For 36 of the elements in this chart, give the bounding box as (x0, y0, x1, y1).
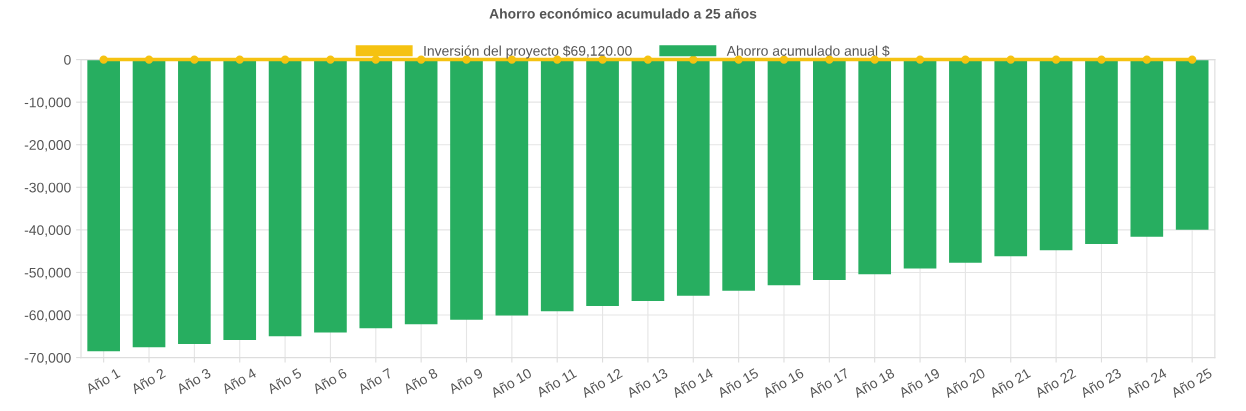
x-tick-label: Año 21 (988, 367, 1032, 399)
x-tick-label: Año 22 (1033, 367, 1077, 399)
y-tick-label: -10,000 (24, 97, 71, 109)
x-tick-label: Año 12 (580, 367, 623, 399)
x-tick-label: Año 8 (402, 367, 439, 395)
x-tick-label: Año 20 (943, 367, 986, 399)
x-tick-label: Año 15 (716, 367, 760, 399)
x-tick-label: Año 25 (1169, 367, 1213, 399)
x-tick-label: Año 4 (220, 367, 257, 395)
x-tick-label: Año 13 (625, 367, 669, 399)
x-tick-label: Año 19 (897, 367, 941, 399)
y-tick-label: -20,000 (24, 140, 71, 152)
y-tick-label: -70,000 (24, 352, 71, 365)
chart-title: Ahorro económico acumulado a 25 años (489, 8, 757, 19)
x-tick-label: Año 5 (266, 367, 303, 395)
x-tick-label: Año 2 (130, 367, 166, 395)
x-tick-label: Año 10 (489, 367, 533, 399)
y-tick-label: 0 (64, 54, 71, 65)
x-tick-label: Año 24 (1124, 367, 1168, 399)
x-tick-label: Año 7 (356, 367, 393, 395)
x-tick-label: Año 17 (807, 367, 850, 399)
x-tick-label: Año 11 (535, 367, 578, 398)
x-tick-label: Año 3 (175, 367, 212, 395)
x-tick-label: Año 16 (761, 367, 805, 399)
x-tick-label: Año 14 (671, 367, 714, 399)
y-tick-label: -40,000 (24, 225, 71, 237)
y-tick-label: -60,000 (24, 310, 71, 322)
legend-label: Ahorro acumulado anual $ (726, 45, 890, 57)
x-tick-label: Año 6 (311, 367, 348, 395)
x-tick-label: Año 18 (852, 367, 896, 399)
y-tick-label: -50,000 (24, 267, 71, 280)
x-tick-label: Año 9 (447, 367, 484, 395)
legend-label: Inversión del proyecto $69,120.00 (424, 45, 632, 59)
x-tick-label: Año 1 (84, 367, 121, 395)
x-tick-label: Año 23 (1079, 367, 1122, 399)
y-tick-label: -30,000 (24, 182, 71, 195)
